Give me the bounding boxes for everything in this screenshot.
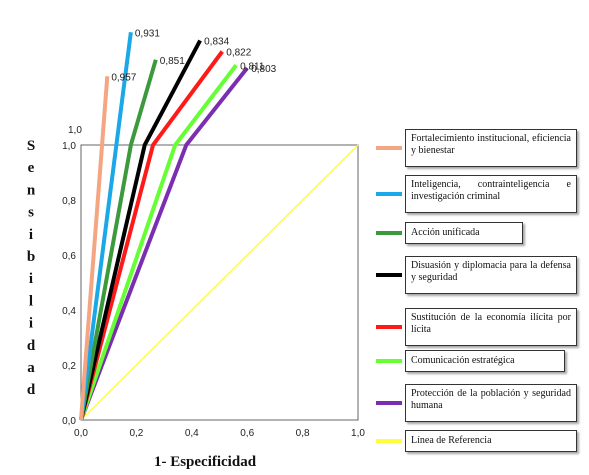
y-axis-title-letter: i [29, 227, 33, 243]
y-axis-title-letter: s [28, 205, 34, 221]
x-tick-label: 1,0 [351, 428, 365, 439]
series-line [79, 31, 133, 421]
y-axis-title-letter: d [27, 338, 36, 354]
legend-swatch [376, 192, 402, 196]
legend-swatch [376, 359, 402, 363]
series-line [80, 144, 359, 421]
legend-label: Fortalecimiento institucional, eficienci… [405, 129, 577, 167]
y-tick-label: 0,2 [62, 361, 76, 372]
legend-swatch [376, 325, 402, 329]
y-tick-label: 0,8 [62, 196, 76, 207]
series-line [79, 50, 224, 421]
y-axis-title-letter: e [28, 160, 35, 176]
legend-swatch [376, 401, 402, 405]
legend-swatch [376, 439, 402, 443]
y-tick-label: 0,0 [62, 416, 76, 427]
x-tick-label: 0,4 [185, 428, 199, 439]
series-line [79, 39, 202, 421]
auc-label: 0,931 [135, 28, 160, 39]
x-tick-label: 0,8 [296, 428, 310, 439]
y-axis-title-letter: b [27, 249, 35, 265]
legend-label: Inteligencia, contrainteligencia e inves… [405, 175, 577, 213]
y-axis-title-letter: a [27, 360, 35, 376]
auc-label: 0,822 [226, 48, 251, 59]
x-tick-label: 0,0 [74, 428, 88, 439]
series-line [79, 59, 158, 421]
legend-label: Comunicación estratégica [405, 350, 565, 372]
auc-label: 0,834 [204, 37, 229, 48]
series-line [79, 64, 238, 421]
auc-label: 0,957 [111, 72, 136, 83]
y-axis-title-letter: l [29, 293, 33, 309]
x-tick-label: 0,2 [129, 428, 143, 439]
y-axis-title-letter: S [27, 138, 35, 154]
legend-label: Acción unificada [405, 222, 523, 244]
y-tick-label: 0,4 [62, 306, 76, 317]
series-lines [79, 31, 359, 421]
legend-swatch [376, 146, 402, 150]
y-extra-label: 1,0 [68, 125, 82, 136]
y-axis-title-letter: d [27, 382, 36, 398]
legend-swatch [376, 273, 402, 277]
y-axis-title-letter: i [29, 271, 33, 287]
x-axis-title: 1- Especificidad [154, 454, 257, 470]
legend-label: Disuasión y diplomacia para la defensa y… [405, 256, 577, 294]
y-axis-title-letter: i [29, 316, 33, 332]
legend-label: Protección de la población y seguridad h… [405, 384, 577, 422]
x-tick-label: 0,6 [240, 428, 254, 439]
auc-label: 0,803 [251, 64, 276, 75]
legend-swatch [376, 231, 402, 235]
legend-label: Sustitución de la economía ilícita por l… [405, 308, 577, 346]
series-line [79, 76, 110, 421]
auc-label: 0,851 [160, 56, 185, 67]
legend-label: Línea de Referencia [405, 430, 577, 452]
y-tick-label: 0,6 [62, 251, 76, 262]
y-axis-title-letter: n [27, 182, 36, 198]
y-tick-label: 1,0 [62, 141, 76, 152]
auc-label: 0,811 [240, 61, 265, 72]
series-line [79, 66, 249, 421]
axis-ticks: 0,0 0,2 0,4 0,6 0,8 1,0 0,0 0,2 0,4 0,6 0,8 1,0 [62, 141, 365, 439]
